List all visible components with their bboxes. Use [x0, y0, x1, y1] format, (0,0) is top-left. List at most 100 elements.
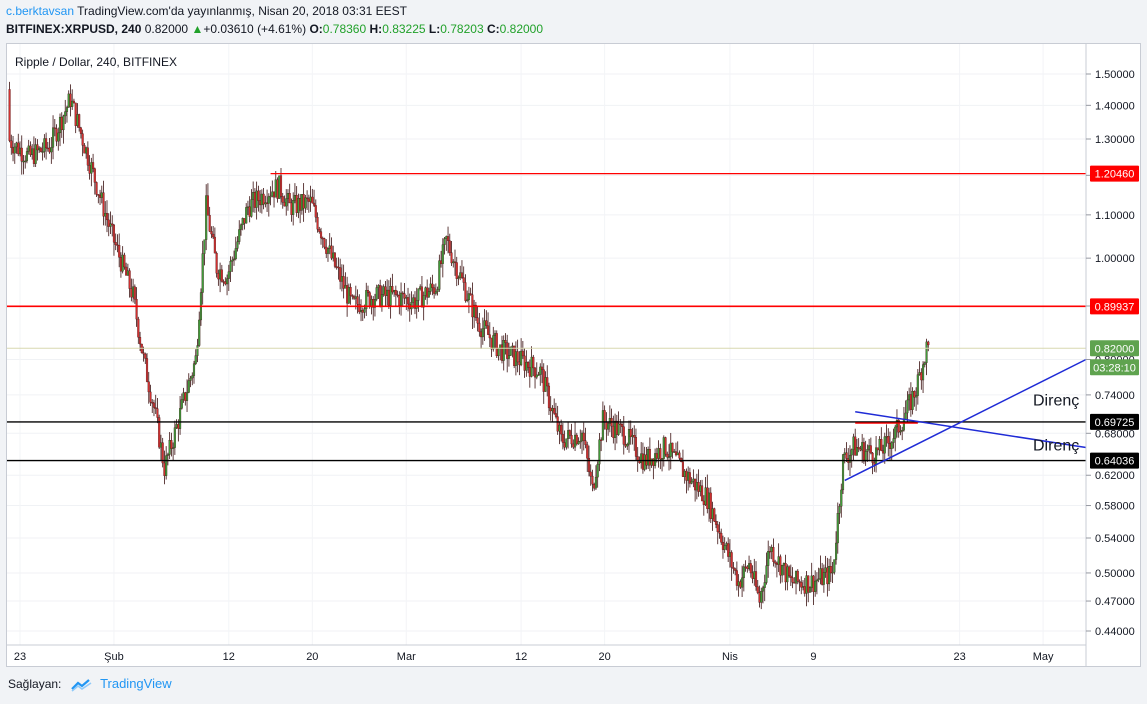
- candle-down[interactable]: [420, 286, 423, 308]
- candle-up[interactable]: [814, 580, 817, 592]
- candle-down[interactable]: [600, 439, 603, 441]
- candle-up[interactable]: [509, 346, 512, 356]
- candle-down[interactable]: [453, 261, 457, 263]
- candle-up[interactable]: [567, 430, 570, 439]
- candle-up[interactable]: [608, 418, 611, 424]
- candle-down[interactable]: [83, 145, 86, 154]
- candle-down[interactable]: [478, 322, 481, 333]
- candle-up[interactable]: [191, 375, 194, 379]
- candle-up[interactable]: [380, 294, 383, 307]
- candle-down[interactable]: [406, 297, 410, 305]
- candle-down[interactable]: [476, 317, 479, 324]
- candle-up[interactable]: [424, 287, 427, 296]
- candle-down[interactable]: [158, 417, 161, 448]
- candle-up[interactable]: [511, 345, 514, 348]
- candle-up[interactable]: [777, 556, 780, 565]
- candle-down[interactable]: [528, 367, 531, 377]
- candle-up[interactable]: [640, 453, 643, 464]
- candle-down[interactable]: [880, 438, 883, 451]
- candle-up[interactable]: [483, 320, 486, 329]
- candle-down[interactable]: [243, 218, 246, 224]
- candle-down[interactable]: [527, 362, 530, 368]
- candle-down[interactable]: [490, 337, 493, 350]
- candle-up[interactable]: [864, 451, 867, 462]
- candle-up[interactable]: [459, 272, 462, 278]
- candle-up[interactable]: [271, 191, 274, 197]
- candle-up[interactable]: [626, 444, 629, 447]
- candle-down[interactable]: [714, 521, 718, 525]
- candle-up[interactable]: [245, 207, 248, 224]
- tradingview-brand-link[interactable]: TradingView: [100, 676, 172, 691]
- candle-up[interactable]: [234, 248, 237, 260]
- candle-down[interactable]: [495, 333, 498, 357]
- candle-up[interactable]: [497, 347, 500, 357]
- candle-down[interactable]: [156, 408, 159, 418]
- candle-up[interactable]: [219, 269, 222, 280]
- candle-up[interactable]: [393, 290, 396, 293]
- candle-down[interactable]: [306, 197, 309, 199]
- candle-up[interactable]: [457, 277, 460, 279]
- candle-down[interactable]: [587, 458, 591, 473]
- candle-down[interactable]: [259, 200, 262, 206]
- candle-up[interactable]: [822, 572, 825, 585]
- annotation-direnc-upper[interactable]: Direnç: [1033, 392, 1079, 409]
- chart-panel[interactable]: Ripple / Dollar, 240, BITFINEX Direnç Dir…: [6, 43, 1141, 667]
- candle-down[interactable]: [281, 196, 284, 203]
- candle-up[interactable]: [278, 175, 281, 199]
- candle-down[interactable]: [48, 147, 51, 153]
- candle-up[interactable]: [596, 463, 599, 478]
- candle-up[interactable]: [767, 550, 770, 566]
- candle-down[interactable]: [523, 355, 526, 371]
- candle-down[interactable]: [826, 567, 829, 585]
- candle-down[interactable]: [666, 453, 669, 458]
- candle-up[interactable]: [25, 151, 29, 162]
- candle-down[interactable]: [784, 563, 787, 583]
- candle-up[interactable]: [198, 319, 201, 346]
- candle-down[interactable]: [102, 192, 105, 217]
- candle-up[interactable]: [205, 195, 208, 240]
- candle-up[interactable]: [365, 290, 368, 310]
- candle-down[interactable]: [253, 192, 256, 208]
- candle-down[interactable]: [803, 586, 806, 594]
- candle-down[interactable]: [546, 377, 549, 387]
- candle-down[interactable]: [774, 561, 777, 564]
- candle-up[interactable]: [382, 286, 385, 295]
- candle-up[interactable]: [386, 289, 389, 296]
- candle-down[interactable]: [909, 394, 912, 410]
- candle-down[interactable]: [798, 581, 801, 583]
- candle-up[interactable]: [179, 408, 182, 429]
- candle-up[interactable]: [443, 238, 446, 245]
- candle-down[interactable]: [69, 93, 72, 107]
- candle-up[interactable]: [748, 563, 751, 570]
- candle-up[interactable]: [544, 377, 547, 392]
- candle-up[interactable]: [481, 328, 484, 338]
- candle-up[interactable]: [173, 427, 176, 448]
- candle-up[interactable]: [419, 286, 422, 289]
- candle-up[interactable]: [466, 299, 469, 302]
- candle-up[interactable]: [121, 254, 124, 272]
- candle-down[interactable]: [396, 294, 399, 296]
- candle-down[interactable]: [641, 453, 644, 470]
- candle-up[interactable]: [614, 420, 617, 438]
- candle-up[interactable]: [62, 115, 65, 131]
- candle-down[interactable]: [554, 413, 557, 417]
- candle-down[interactable]: [366, 290, 370, 293]
- candle-up[interactable]: [815, 579, 818, 582]
- candle-up[interactable]: [400, 292, 403, 306]
- candle-up[interactable]: [57, 132, 60, 142]
- candle-down[interactable]: [290, 202, 293, 215]
- candle-down[interactable]: [897, 420, 900, 433]
- candle-down[interactable]: [220, 269, 223, 282]
- candle-down[interactable]: [735, 570, 738, 586]
- candle-up[interactable]: [840, 489, 843, 507]
- candle-up[interactable]: [22, 160, 25, 163]
- candle-down[interactable]: [734, 568, 737, 571]
- candle-up[interactable]: [894, 426, 897, 439]
- candle-up[interactable]: [269, 195, 272, 198]
- candle-down[interactable]: [674, 451, 678, 456]
- candle-up[interactable]: [438, 260, 441, 290]
- candle-up[interactable]: [375, 287, 378, 300]
- candle-up[interactable]: [728, 552, 731, 557]
- candle-down[interactable]: [398, 295, 401, 306]
- candle-up[interactable]: [598, 439, 601, 465]
